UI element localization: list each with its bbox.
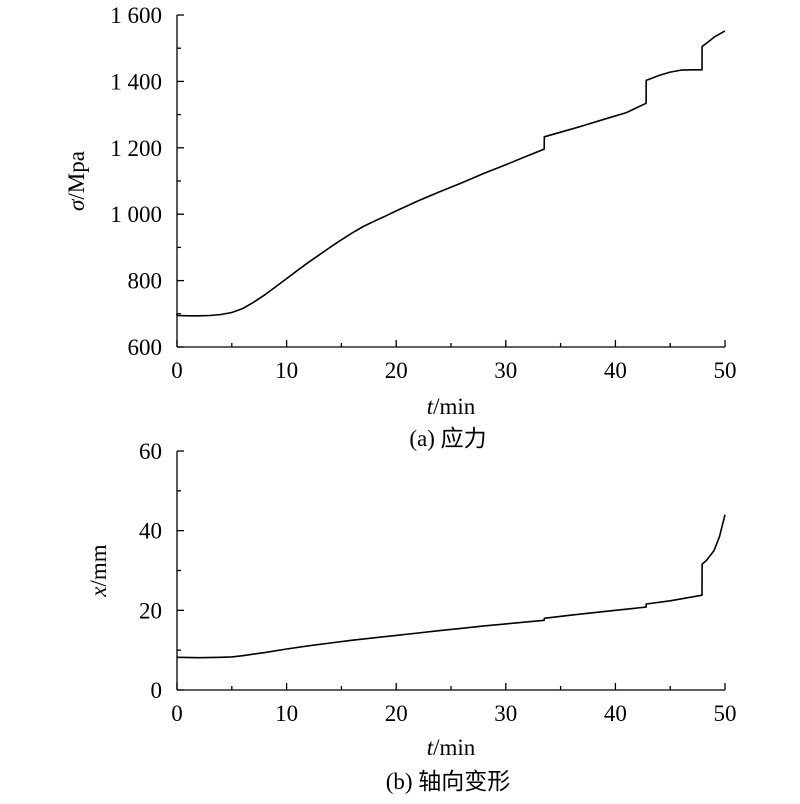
y-tick-label: 1 200 <box>110 136 162 161</box>
axial-deformation-chart-panel: 0 10 20 30 40 50 0 20 40 60 t/min x/mm (b) 轴向变形 <box>86 439 737 794</box>
x-tick-label: 0 <box>171 358 183 383</box>
x-tick-label: 10 <box>275 358 298 383</box>
y-tick-label: 20 <box>139 598 162 623</box>
x-tick-label: 40 <box>604 701 627 726</box>
panel-caption: (b) 轴向变形 <box>386 769 511 794</box>
x-tick-label: 50 <box>714 358 737 383</box>
x-axis-title: t/min <box>427 735 476 760</box>
x-tick-label: 40 <box>604 358 627 383</box>
series-line <box>176 514 726 659</box>
y-tick-label: 60 <box>139 439 162 464</box>
y-tick-label: 800 <box>128 269 163 294</box>
x-tick-label: 30 <box>494 701 517 726</box>
x-tick-label: 20 <box>385 701 408 726</box>
x-axis-title-unit: /min <box>433 735 476 760</box>
y-axis-title-unit: /Mpa <box>64 151 89 200</box>
x-tick-label: 10 <box>275 701 298 726</box>
y-tick-label: 1 000 <box>110 202 162 227</box>
y-axis-title: σ/Mpa <box>64 151 89 211</box>
panel-caption: (a) 应力 <box>409 426 486 451</box>
x-tick-label: 50 <box>714 701 737 726</box>
x-axis-title-unit: /min <box>433 394 476 419</box>
y-axis-title-unit: /mm <box>86 544 111 586</box>
x-axis-title-symbol: t <box>427 735 434 760</box>
x-axis-title-symbol: t <box>427 394 434 419</box>
x-tick-label: 0 <box>171 701 183 726</box>
x-tick-label: 20 <box>385 358 408 383</box>
series-line <box>176 30 726 317</box>
y-axis-title-symbol: σ <box>64 198 89 211</box>
y-tick-label: 0 <box>151 678 163 703</box>
y-axis-title-symbol: x <box>86 586 111 598</box>
y-tick-label: 40 <box>139 519 162 544</box>
x-axis-title: t/min <box>427 394 476 419</box>
y-tick-label: 1 400 <box>110 69 162 94</box>
y-tick-label: 1 600 <box>110 3 162 28</box>
stress-chart-panel: 0 10 20 30 40 50 600 800 1 000 1 200 1 400 1 600 t/m… <box>64 3 737 451</box>
y-axis-title: x/mm <box>86 544 111 597</box>
x-tick-label: 30 <box>494 358 517 383</box>
y-tick-label: 600 <box>128 335 163 360</box>
